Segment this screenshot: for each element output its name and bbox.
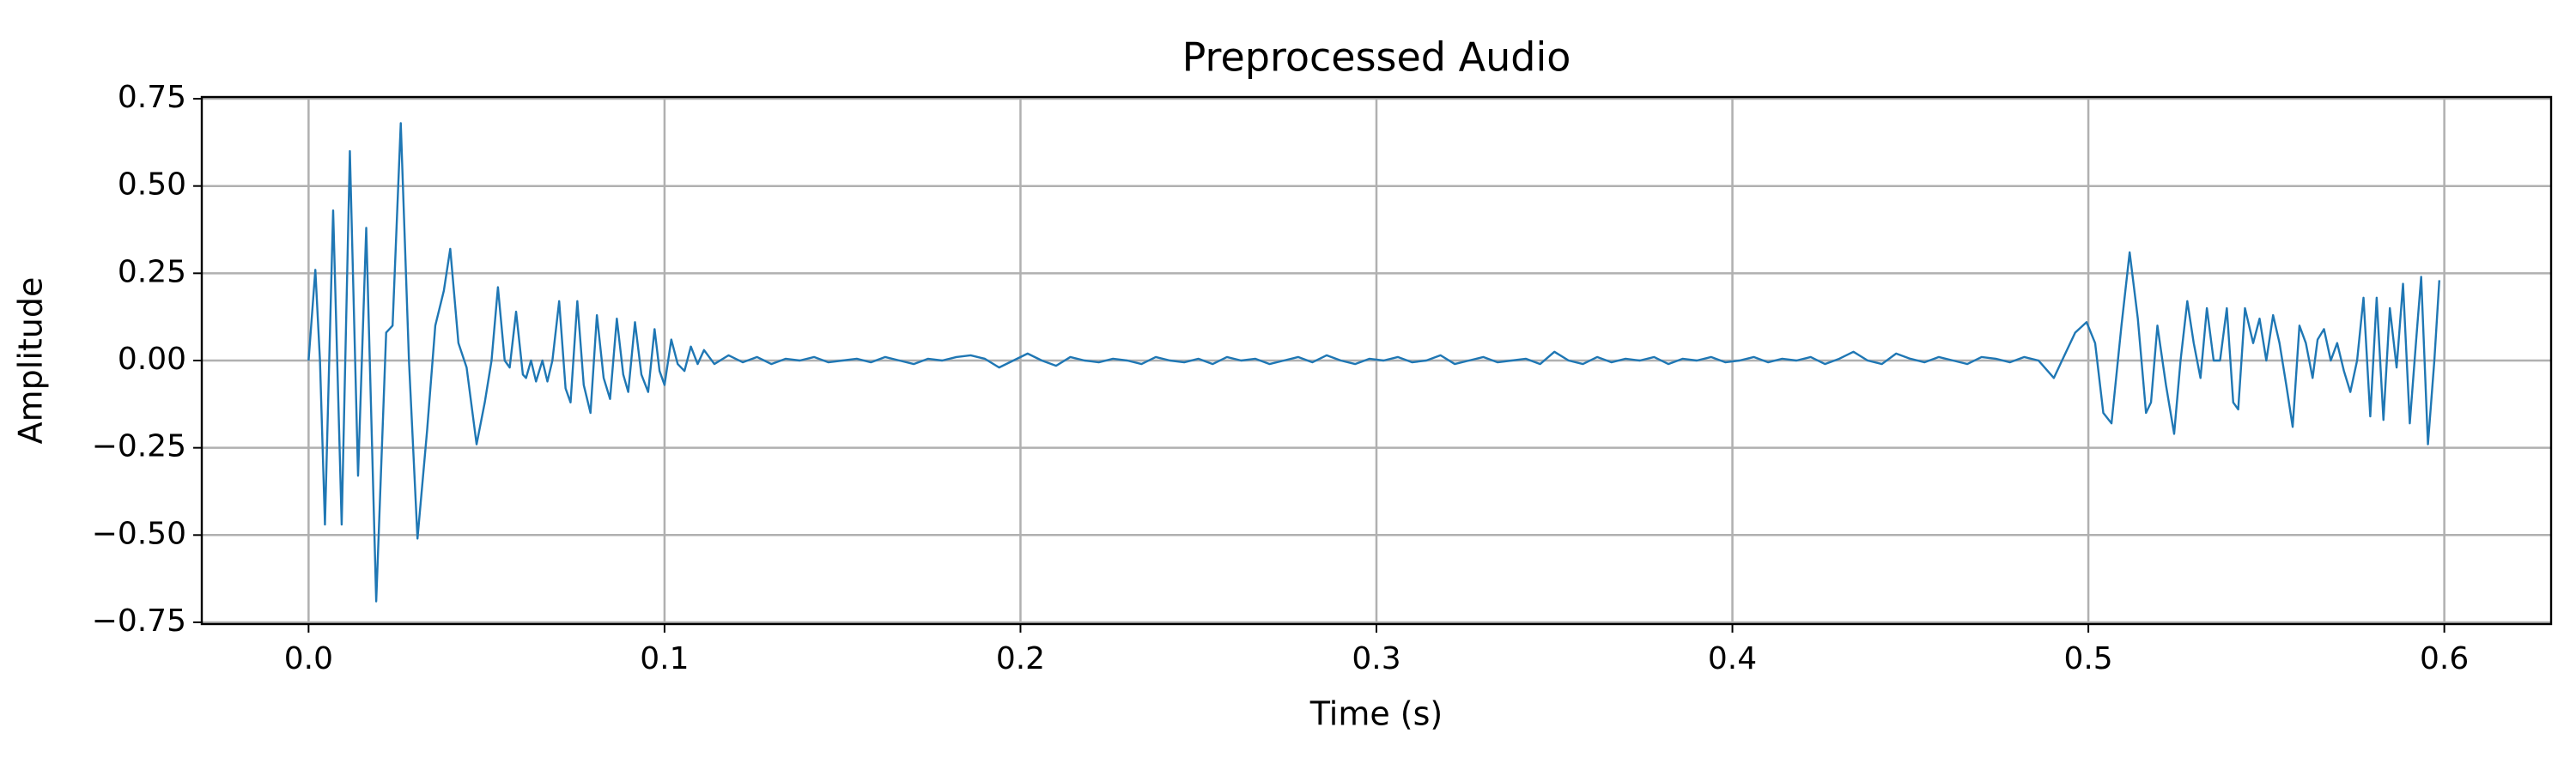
waveform-line <box>307 122 2441 603</box>
x-tick-label: 0.1 <box>640 641 689 676</box>
x-axis-label: Time (s) <box>1309 695 1443 733</box>
y-tick-label: 0.75 <box>118 80 186 115</box>
x-tick-label: 0.4 <box>1708 641 1757 676</box>
x-tick-label: 0.5 <box>2063 641 2112 676</box>
y-tick-label: −0.75 <box>92 603 186 639</box>
y-tick-label: −0.50 <box>92 516 186 551</box>
y-tick-label: 0.25 <box>118 254 186 289</box>
y-tick-label: 0.00 <box>118 342 186 377</box>
y-tick-label: 0.50 <box>118 167 186 203</box>
plot-frame <box>200 95 2553 626</box>
x-tick-label: 0.0 <box>284 641 333 676</box>
y-axis-label: Amplitude <box>12 277 50 445</box>
y-tick-label: −0.25 <box>92 429 186 464</box>
x-tick-label: 0.2 <box>996 641 1045 676</box>
chart-title: Preprocessed Audio <box>1182 34 1571 81</box>
x-tick-label: 0.6 <box>2420 641 2469 676</box>
x-tick-label: 0.3 <box>1352 641 1400 676</box>
